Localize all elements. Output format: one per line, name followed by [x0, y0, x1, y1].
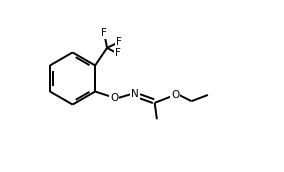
Text: N: N: [131, 89, 139, 99]
Text: O: O: [171, 90, 179, 100]
Text: O: O: [110, 93, 118, 103]
Text: F: F: [116, 37, 122, 47]
Text: F: F: [115, 48, 121, 58]
Text: F: F: [101, 28, 107, 38]
